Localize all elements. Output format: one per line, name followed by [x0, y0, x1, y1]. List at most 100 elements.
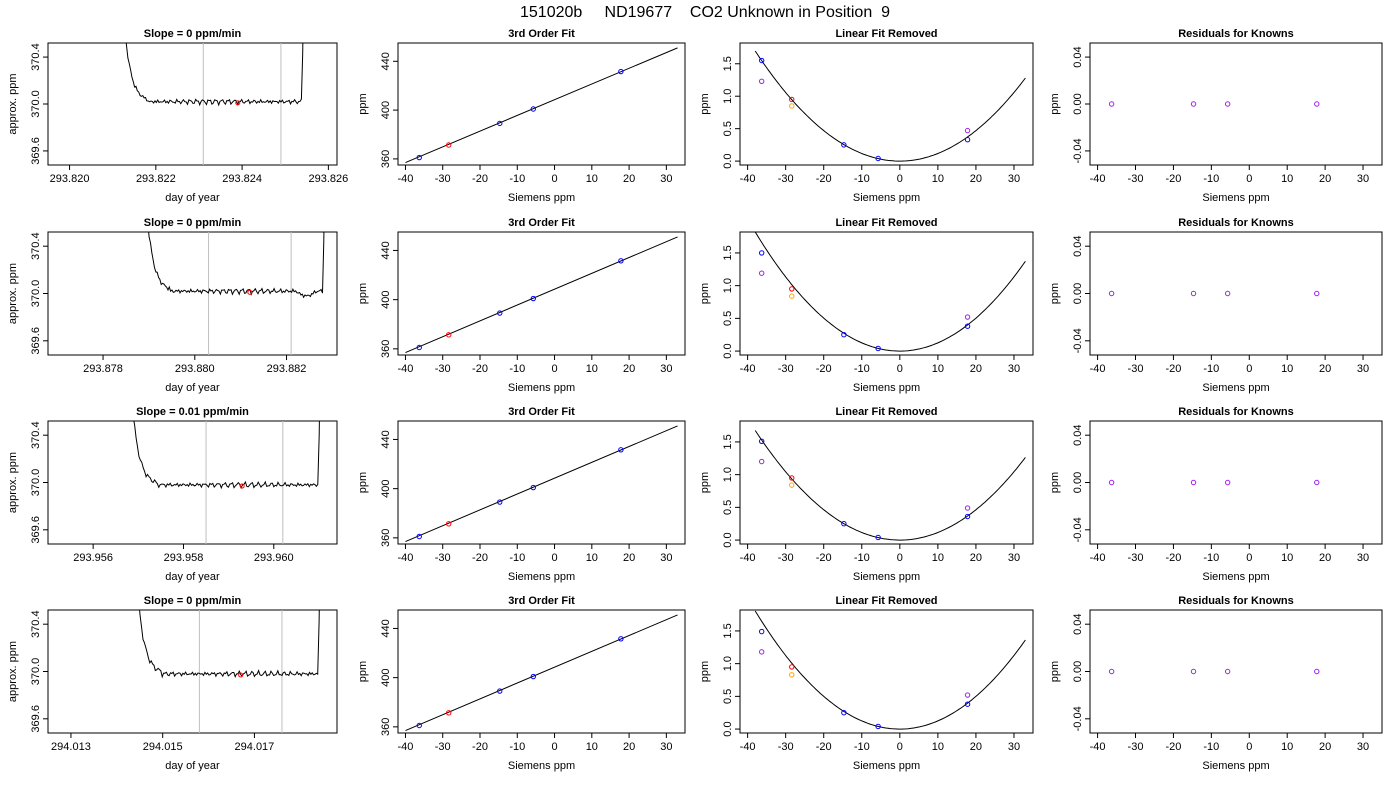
data-point-purple — [758, 458, 765, 465]
data-point-blue — [758, 438, 765, 444]
x-tick-label: 20 — [1319, 552, 1331, 564]
x-tick-label: 0 — [897, 741, 903, 753]
y-tick-label: 0.0 — [722, 153, 734, 168]
y-tick-label: 360 — [380, 529, 392, 547]
plot-frame — [1089, 420, 1383, 545]
x-tick-label: 293.822 — [136, 173, 176, 185]
data-point-blue — [841, 710, 847, 716]
x-tick-label: -30 — [1128, 173, 1144, 185]
x-tick-label: 20 — [623, 363, 635, 375]
y-tick-label: 1.5 — [722, 434, 734, 449]
data-point-red — [445, 142, 452, 148]
x-tick-label: -30 — [778, 363, 794, 375]
data-point-blue — [416, 533, 422, 540]
x-tick-label: 294.015 — [143, 741, 183, 753]
data-point-blue — [530, 673, 536, 680]
x-tick-label: 0 — [551, 173, 557, 185]
x-tick-label: 0 — [897, 173, 903, 185]
panel-0-1: 3rd Order Fit -40 -30 -20 -10 0 10 20 30 360 400 44… — [357, 28, 686, 204]
quadratic-curve — [754, 430, 1026, 541]
x-tick-label: 293.960 — [254, 552, 294, 564]
panel-title: 3rd Order Fit — [508, 217, 575, 229]
x-tick-label: -30 — [778, 173, 794, 185]
data-point-orange — [789, 103, 795, 109]
x-tick-label: -20 — [816, 741, 832, 753]
y-tick-label: 440 — [380, 241, 392, 259]
panel-2-2: Linear Fit Removed -40 -30 -20 -10 0 10 20 30 0.0… — [699, 406, 1034, 583]
x-tick-label: 20 — [1319, 363, 1331, 375]
panel-3-3: Residuals for Knowns -40 -30 -20 -10 0 10 20 30 -… — [1049, 595, 1383, 772]
y-tick-label: 0.04 — [1072, 613, 1084, 634]
data-point-blue — [530, 106, 536, 112]
y-tick-label: 1.0 — [722, 656, 734, 671]
data-point-blue — [875, 534, 881, 541]
y-tick-label: 0.5 — [722, 500, 734, 515]
panel-0-3: Residuals for Knowns -40 -30 -20 -10 0 10 20 30 -… — [1049, 28, 1383, 204]
y-tick-label: 369.6 — [30, 516, 42, 544]
x-axis-label: Siemens ppm — [508, 192, 575, 204]
data-point-purple — [1108, 668, 1115, 675]
y-tick-label: 360 — [380, 150, 392, 168]
data-point-red — [445, 710, 452, 716]
data-point-purple — [758, 649, 765, 655]
x-tick-label: -20 — [472, 741, 488, 753]
data-point-orange — [789, 293, 795, 299]
data-point-red — [789, 286, 795, 292]
x-tick-label: -10 — [1203, 363, 1219, 375]
x-tick-label: 0 — [1246, 173, 1252, 185]
data-point-blue — [530, 295, 536, 302]
x-axis-label: Siemens ppm — [1202, 382, 1269, 394]
quadratic-curve — [754, 610, 1026, 730]
plot-frame — [739, 420, 1034, 545]
plot-frame — [1089, 231, 1383, 356]
panel-title: Slope = 0 ppm/min — [144, 595, 242, 607]
data-point-purple — [1108, 101, 1115, 107]
x-tick-label: 10 — [932, 363, 944, 375]
x-tick-label: -10 — [509, 552, 525, 564]
x-axis-label: day of year — [165, 192, 220, 204]
data-point-blue — [618, 447, 624, 453]
plot-frame — [397, 609, 686, 734]
panel-title: Linear Fit Removed — [835, 595, 937, 607]
y-tick-label: -0.04 — [1072, 706, 1084, 731]
x-axis-label: day of year — [165, 760, 220, 772]
plot-area — [405, 425, 678, 543]
plot-area — [148, 232, 325, 355]
x-tick-label: 0 — [1246, 552, 1252, 564]
x-tick-label: 30 — [1008, 741, 1020, 753]
x-tick-label: -30 — [435, 552, 451, 564]
y-axis-label: approx. ppm — [7, 641, 19, 702]
x-tick-label: 30 — [1008, 173, 1020, 185]
y-tick-label: 400 — [380, 668, 392, 686]
data-point-blue — [964, 513, 971, 520]
plot-frame — [1089, 609, 1383, 734]
data-point-blue — [416, 344, 422, 351]
x-tick-label: -10 — [854, 363, 870, 375]
x-tick-label: -40 — [740, 552, 756, 564]
data-point-purple — [964, 505, 971, 511]
x-tick-label: 30 — [1357, 363, 1369, 375]
y-tick-label: 1.0 — [722, 278, 734, 293]
x-tick-label: -10 — [1203, 173, 1219, 185]
data-point-blue — [497, 499, 503, 505]
y-tick-label: 0.04 — [1072, 424, 1084, 445]
y-tick-label: 0.0 — [722, 532, 734, 547]
x-tick-label: -40 — [1090, 552, 1106, 564]
x-axis-label: Siemens ppm — [853, 192, 920, 204]
x-axis-label: Siemens ppm — [1202, 760, 1269, 772]
data-point-blue — [841, 142, 847, 148]
figure-title: 151020b ND19677 CO2 Unknown in Position … — [520, 4, 890, 21]
mean-marker — [247, 289, 253, 295]
data-point-blue — [497, 120, 503, 127]
x-tick-label: 10 — [586, 552, 598, 564]
data-point-purple — [1190, 101, 1197, 107]
x-tick-label: 10 — [586, 741, 598, 753]
x-tick-label: -20 — [816, 173, 832, 185]
data-point-red — [789, 475, 795, 481]
panel-0-0: Slope = 0 ppm/min 293.820 293.822 293.824 29… — [7, 28, 348, 204]
ppm-trace — [125, 43, 304, 107]
x-tick-label: -30 — [1128, 363, 1144, 375]
x-tick-label: -10 — [509, 741, 525, 753]
y-axis-label: ppm — [699, 93, 711, 114]
x-tick-label: -30 — [778, 552, 794, 564]
